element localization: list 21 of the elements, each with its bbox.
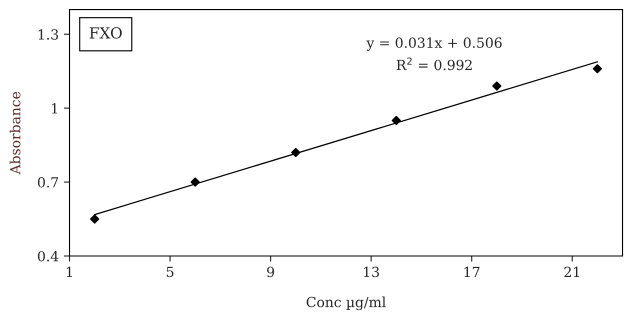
y-tick-label: 0.7 bbox=[38, 177, 58, 188]
point bbox=[392, 116, 401, 126]
x-tick-label: 1 bbox=[66, 266, 72, 277]
annotation: y = 0.031x + 0.506 bbox=[366, 37, 502, 51]
x-tick-label: 5 bbox=[166, 266, 174, 278]
annotation: FXO bbox=[90, 27, 122, 39]
x-axis-title: Conc µg/ml bbox=[306, 296, 386, 310]
point bbox=[291, 148, 300, 158]
y-axis-title: Absorbance bbox=[10, 92, 20, 174]
x-tick-label: 17 bbox=[464, 266, 480, 277]
point bbox=[592, 64, 602, 74]
x-tick-label: 9 bbox=[267, 266, 274, 278]
point bbox=[492, 81, 502, 91]
annotation: R$^{2}$ = 0.992 bbox=[396, 57, 472, 70]
y-tick-label: 0.4 bbox=[38, 250, 58, 262]
point bbox=[190, 177, 200, 187]
y-tick-label: 1 bbox=[52, 103, 58, 114]
x-tick-label: 13 bbox=[364, 266, 379, 278]
point bbox=[90, 214, 100, 224]
x-tick-label: 21 bbox=[564, 266, 580, 277]
y-tick-label: 1.3 bbox=[38, 29, 58, 40]
